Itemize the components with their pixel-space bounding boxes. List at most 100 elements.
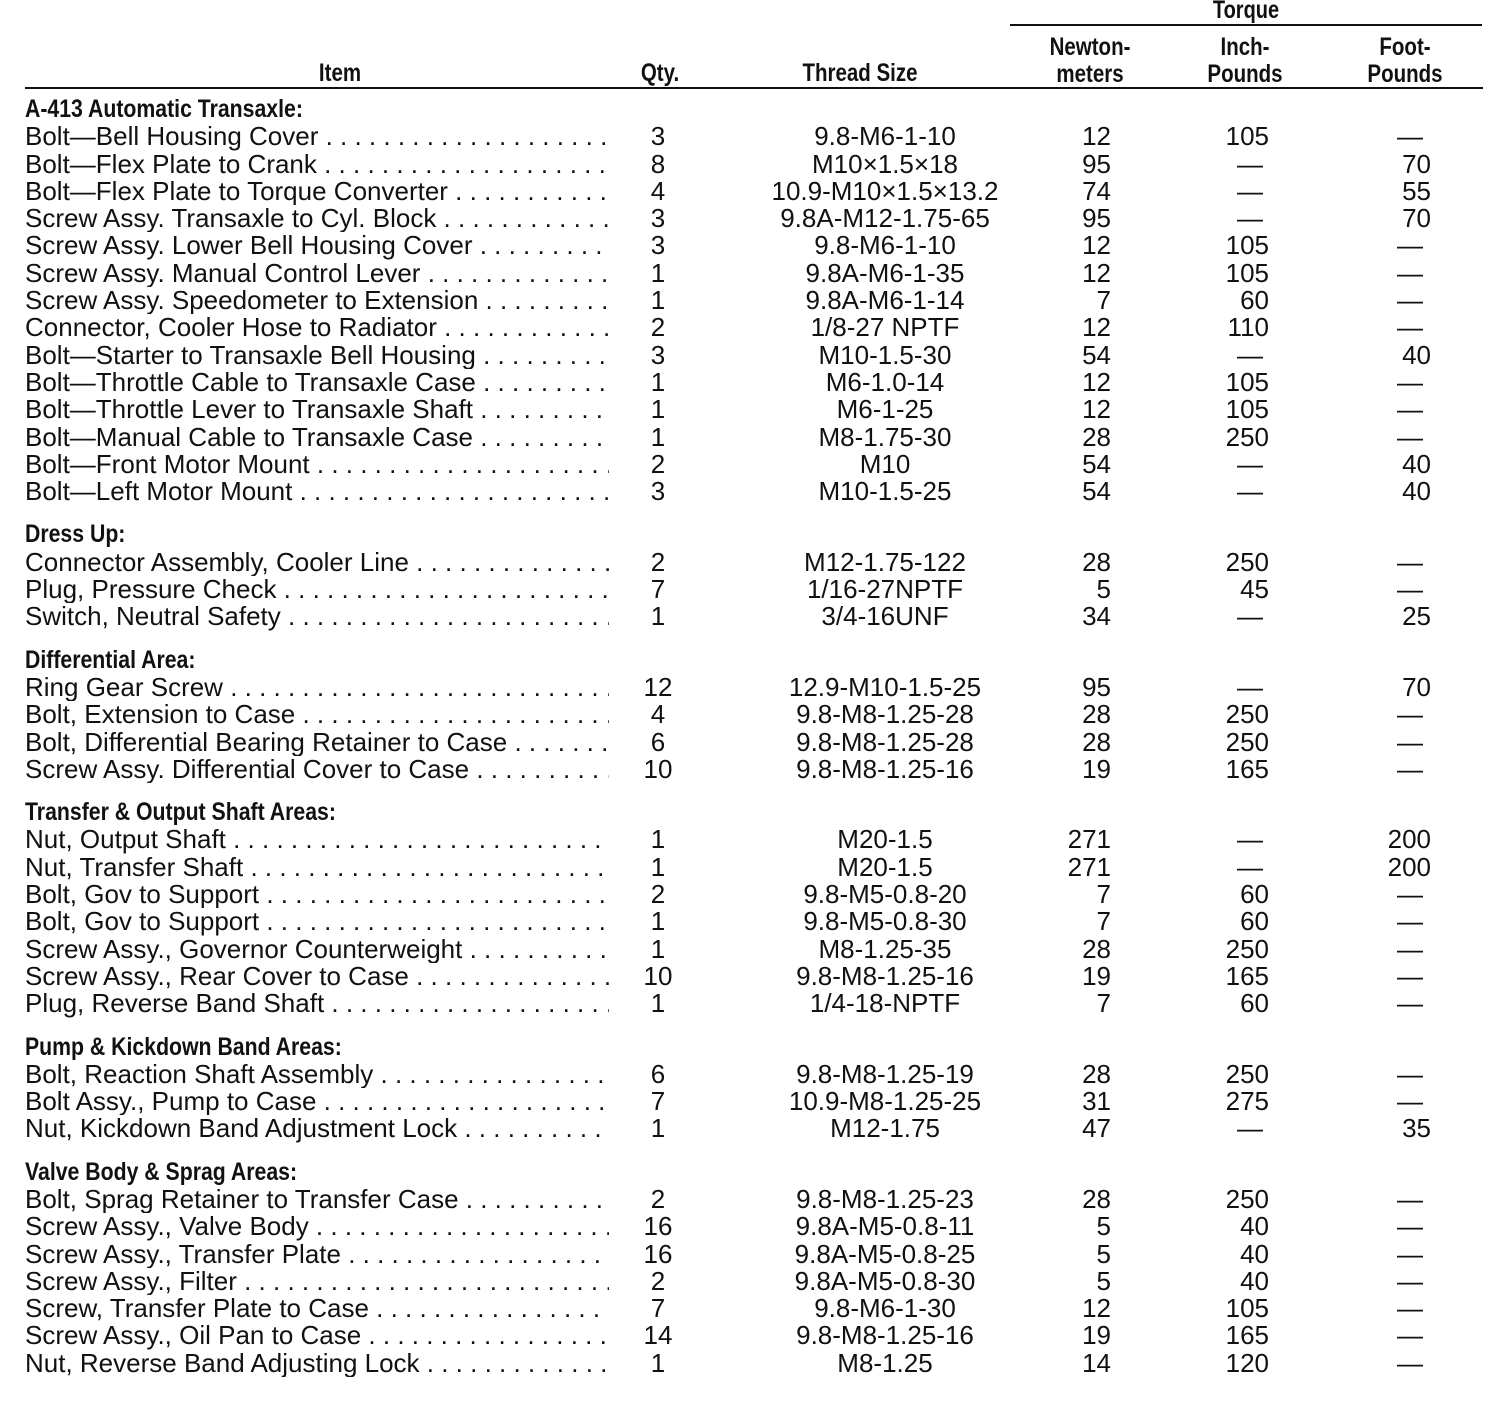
qty-cell: 2 — [650, 1265, 666, 1296]
table-section: Pump & Kickdown Band Areas: Bolt, Reactio… — [25, 1033, 1485, 1144]
thread-size-cell: 9.8A-M6-1-14 — [805, 285, 965, 316]
table-row: Screw Assy., Oil Pan to Case 14 9.8-M8-1.2… — [25, 1320, 1485, 1351]
qty-cell: 12 — [643, 671, 673, 702]
foot-pounds-cell: 55 — [1402, 175, 1431, 206]
foot-pounds-cell: — — [1397, 230, 1423, 261]
qty-cell: 10 — [643, 753, 673, 784]
foot-pounds-cell: 40 — [1402, 448, 1431, 479]
thread-size-cell: 3/4-16UNF — [821, 601, 949, 632]
table-row: Bolt—Throttle Cable to Transaxle Case 1 M6… — [25, 366, 1485, 397]
inch-pounds-cell: 105 — [1225, 394, 1269, 425]
item-cell: Bolt—Starter to Transaxle Bell Housing — [25, 342, 609, 369]
item-cell: Bolt—Flex Plate to Crank — [25, 151, 609, 178]
foot-pounds-cell: — — [1397, 394, 1423, 425]
torque-rule — [1010, 24, 1482, 26]
thread-size-cell: 9.8A-M6-1-35 — [805, 257, 965, 288]
qty-cell: 7 — [650, 1086, 666, 1117]
newton-meters-cell: 28 — [1082, 726, 1111, 757]
newton-meters-cell: 28 — [1082, 1183, 1111, 1214]
qty-cell: 1 — [650, 851, 666, 882]
foot-pounds-cell: — — [1397, 699, 1423, 730]
table-row: Bolt, Gov to Support 1 9.8-M5-0.8-30 7 60 — — [25, 906, 1485, 937]
thread-size-cell: 1/8-27 NPTF — [810, 312, 960, 343]
inch-pounds-cell: — — [1237, 175, 1263, 206]
inch-pounds-cell: 250 — [1225, 933, 1269, 964]
table-row: Nut, Transfer Shaft 1 M20-1.5 271 — 200 — [25, 851, 1485, 882]
inch-pounds-cell: 60 — [1240, 285, 1269, 316]
newton-meters-cell: 5 — [1096, 1265, 1111, 1296]
qty-cell: 1 — [650, 257, 666, 288]
foot-pounds-cell: — — [1397, 1211, 1423, 1242]
item-cell: Screw Assy. Differential Cover to Case — [25, 756, 609, 783]
table-row: Bolt—Bell Housing Cover 3 9.8-M6-1-10 12 105… — [25, 122, 1485, 150]
thread-size-cell: 9.8A-M12-1.75-65 — [780, 203, 990, 234]
qty-cell: 1 — [650, 824, 666, 855]
table-row: Bolt, Sprag Retainer to Transfer Case 2 9.… — [25, 1183, 1485, 1214]
foot-pounds-cell: — — [1397, 879, 1423, 910]
newton-meters-cell: 28 — [1082, 546, 1111, 577]
thread-size-cell: M10×1.5×18 — [811, 148, 958, 179]
thread-size-cell: 9.8-M8-1.25-23 — [796, 1183, 974, 1214]
thread-size-cell: M12-1.75-122 — [804, 546, 966, 577]
inch-pounds-cell: 105 — [1225, 1293, 1269, 1324]
qty-cell: 10 — [643, 960, 673, 991]
inch-pounds-cell: 40 — [1240, 1211, 1269, 1242]
thread-size-cell: 1/16-27NPTF — [806, 574, 964, 605]
table-row: Connector, Cooler Hose to Radiator 2 1/8-2… — [25, 312, 1485, 343]
inch-pounds-cell: 165 — [1225, 1320, 1269, 1351]
section-title: A-413 Automatic Transaxle: — [25, 95, 303, 123]
foot-pounds-cell: — — [1397, 421, 1423, 452]
thread-size-cell: 9.8A-M5-0.8-30 — [794, 1265, 976, 1296]
header-thread-size: Thread Size — [802, 59, 918, 87]
newton-meters-cell: 74 — [1082, 175, 1111, 206]
foot-pounds-cell: 70 — [1402, 671, 1431, 702]
foot-pounds-cell: — — [1397, 988, 1423, 1019]
newton-meters-cell: 7 — [1096, 988, 1111, 1019]
header-inch-pounds: Inch- Pounds — [1192, 34, 1299, 88]
table-row: Screw Assy. Lower Bell Housing Cover 3 9.8… — [25, 230, 1485, 261]
foot-pounds-cell: 40 — [1402, 476, 1431, 507]
newton-meters-cell: 5 — [1096, 574, 1111, 605]
newton-meters-cell: 12 — [1082, 230, 1111, 261]
inch-pounds-cell: 250 — [1225, 1183, 1269, 1214]
thread-size-cell: 9.8-M6-1-30 — [814, 1293, 956, 1324]
table-row: Screw Assy. Manual Control Lever 1 9.8A-M6… — [25, 257, 1485, 288]
item-cell: Bolt, Gov to Support — [25, 881, 609, 908]
item-cell: Screw Assy. Transaxle to Cyl. Block — [25, 205, 609, 232]
inch-pounds-cell: 250 — [1225, 699, 1269, 730]
item-cell: Nut, Reverse Band Adjusting Lock — [25, 1350, 609, 1377]
table-row: Bolt—Flex Plate to Torque Converter 4 10.9… — [25, 175, 1485, 206]
newton-meters-cell: 28 — [1082, 933, 1111, 964]
item-cell: Nut, Output Shaft — [25, 826, 609, 853]
inch-pounds-cell: 250 — [1225, 726, 1269, 757]
table-row: Screw Assy., Filter 2 9.8A-M5-0.8-30 5 40 — — [25, 1265, 1485, 1296]
item-cell: Screw Assy., Governor Counterweight — [25, 936, 609, 963]
qty-cell: 4 — [650, 175, 666, 206]
qty-cell: 1 — [650, 988, 666, 1019]
qty-cell: 8 — [650, 148, 666, 179]
thread-size-cell: 9.8-M5-0.8-30 — [803, 906, 967, 937]
thread-size-cell: 9.8-M8-1.25-19 — [796, 1058, 974, 1089]
thread-size-cell: M8-1.25-35 — [818, 933, 952, 964]
inch-pounds-cell: — — [1237, 601, 1263, 632]
table-section: Valve Body & Sprag Areas: Bolt, Sprag Ret… — [25, 1158, 1485, 1377]
item-cell: Nut, Transfer Shaft — [25, 854, 609, 881]
table-section: Transfer & Output Shaft Areas: Nut, Outpu… — [25, 798, 1485, 1019]
table-row: Switch, Neutral Safety 1 3/4-16UNF 34 — 25 — [25, 601, 1485, 632]
newton-meters-cell: 12 — [1082, 366, 1111, 397]
newton-meters-cell: 12 — [1082, 1293, 1111, 1324]
foot-pounds-cell: — — [1397, 285, 1423, 316]
item-cell: Screw Assy., Transfer Plate — [25, 1241, 609, 1268]
inch-pounds-cell: 250 — [1225, 1058, 1269, 1089]
item-cell: Bolt—Manual Cable to Transaxle Case — [25, 424, 609, 451]
inch-pounds-cell: 105 — [1225, 230, 1269, 261]
inch-pounds-cell: — — [1237, 448, 1263, 479]
newton-meters-cell: 19 — [1082, 1320, 1111, 1351]
inch-pounds-cell: 105 — [1225, 257, 1269, 288]
newton-meters-cell: 54 — [1082, 448, 1111, 479]
table-row: Bolt, Gov to Support 2 9.8-M5-0.8-20 7 60 — — [25, 879, 1485, 910]
newton-meters-cell: 5 — [1096, 1238, 1111, 1269]
newton-meters-cell: 47 — [1082, 1113, 1111, 1144]
thread-size-cell: 9.8-M5-0.8-20 — [803, 879, 967, 910]
inch-pounds-cell: 40 — [1240, 1238, 1269, 1269]
